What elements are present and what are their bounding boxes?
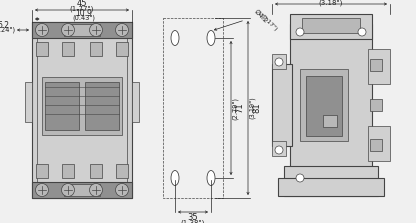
Bar	[272, 64, 292, 146]
Circle shape	[296, 174, 304, 182]
Ellipse shape	[207, 31, 215, 45]
Ellipse shape	[171, 31, 179, 45]
Text: (3.18"): (3.18")	[319, 0, 343, 6]
Circle shape	[62, 184, 74, 196]
Text: 80.7: 80.7	[322, 0, 340, 2]
Text: (2.79"): (2.79")	[232, 97, 238, 120]
Text: Ø4.2: Ø4.2	[253, 8, 269, 24]
Bar	[36, 164, 48, 178]
Bar	[85, 82, 119, 130]
Text: 10.9: 10.9	[76, 8, 92, 17]
Text: (3.19"): (3.19")	[249, 97, 255, 119]
Bar	[284, 166, 378, 196]
Bar	[90, 164, 102, 178]
Bar	[64, 24, 100, 36]
Bar	[45, 82, 79, 130]
Circle shape	[35, 184, 49, 196]
Circle shape	[275, 146, 283, 154]
Bar	[272, 54, 286, 69]
Bar	[272, 141, 286, 156]
Circle shape	[358, 28, 366, 36]
Circle shape	[62, 23, 74, 37]
Bar	[278, 178, 384, 196]
Bar	[36, 42, 48, 56]
Bar	[306, 76, 342, 136]
Bar	[370, 99, 382, 111]
Text: (0.17"): (0.17")	[259, 14, 278, 32]
Bar	[62, 164, 74, 178]
Circle shape	[275, 58, 283, 66]
Text: 45: 45	[77, 0, 87, 8]
Bar	[32, 22, 132, 38]
Bar	[62, 42, 74, 56]
Text: (0.43"): (0.43")	[72, 15, 96, 21]
Bar	[132, 82, 139, 122]
Bar	[64, 184, 100, 196]
Bar	[302, 18, 360, 33]
Text: (1.38"): (1.38")	[181, 220, 205, 223]
Bar	[370, 59, 382, 71]
Bar	[90, 42, 102, 56]
Ellipse shape	[171, 171, 179, 186]
Circle shape	[116, 184, 129, 196]
Text: 35: 35	[188, 213, 198, 223]
Bar	[163, 18, 223, 198]
Text: 71: 71	[235, 103, 245, 113]
Bar	[116, 42, 128, 56]
Text: 6.2: 6.2	[0, 21, 10, 29]
Bar	[25, 82, 32, 122]
Circle shape	[89, 23, 102, 37]
Bar	[323, 115, 337, 127]
Text: (0.24"): (0.24")	[0, 27, 15, 33]
Ellipse shape	[207, 171, 215, 186]
Bar	[290, 24, 372, 186]
Text: (1.77"): (1.77")	[70, 6, 94, 12]
Bar	[368, 49, 390, 84]
Circle shape	[116, 23, 129, 37]
Circle shape	[35, 23, 49, 37]
Bar	[42, 77, 122, 135]
Circle shape	[296, 28, 304, 36]
Circle shape	[89, 184, 102, 196]
Bar	[368, 126, 390, 161]
Text: 81: 81	[253, 103, 262, 113]
Bar	[32, 182, 132, 198]
Bar	[370, 139, 382, 151]
Bar	[32, 22, 132, 198]
Bar	[37, 38, 127, 182]
Bar	[116, 164, 128, 178]
Bar	[290, 14, 372, 39]
Bar	[300, 69, 348, 141]
